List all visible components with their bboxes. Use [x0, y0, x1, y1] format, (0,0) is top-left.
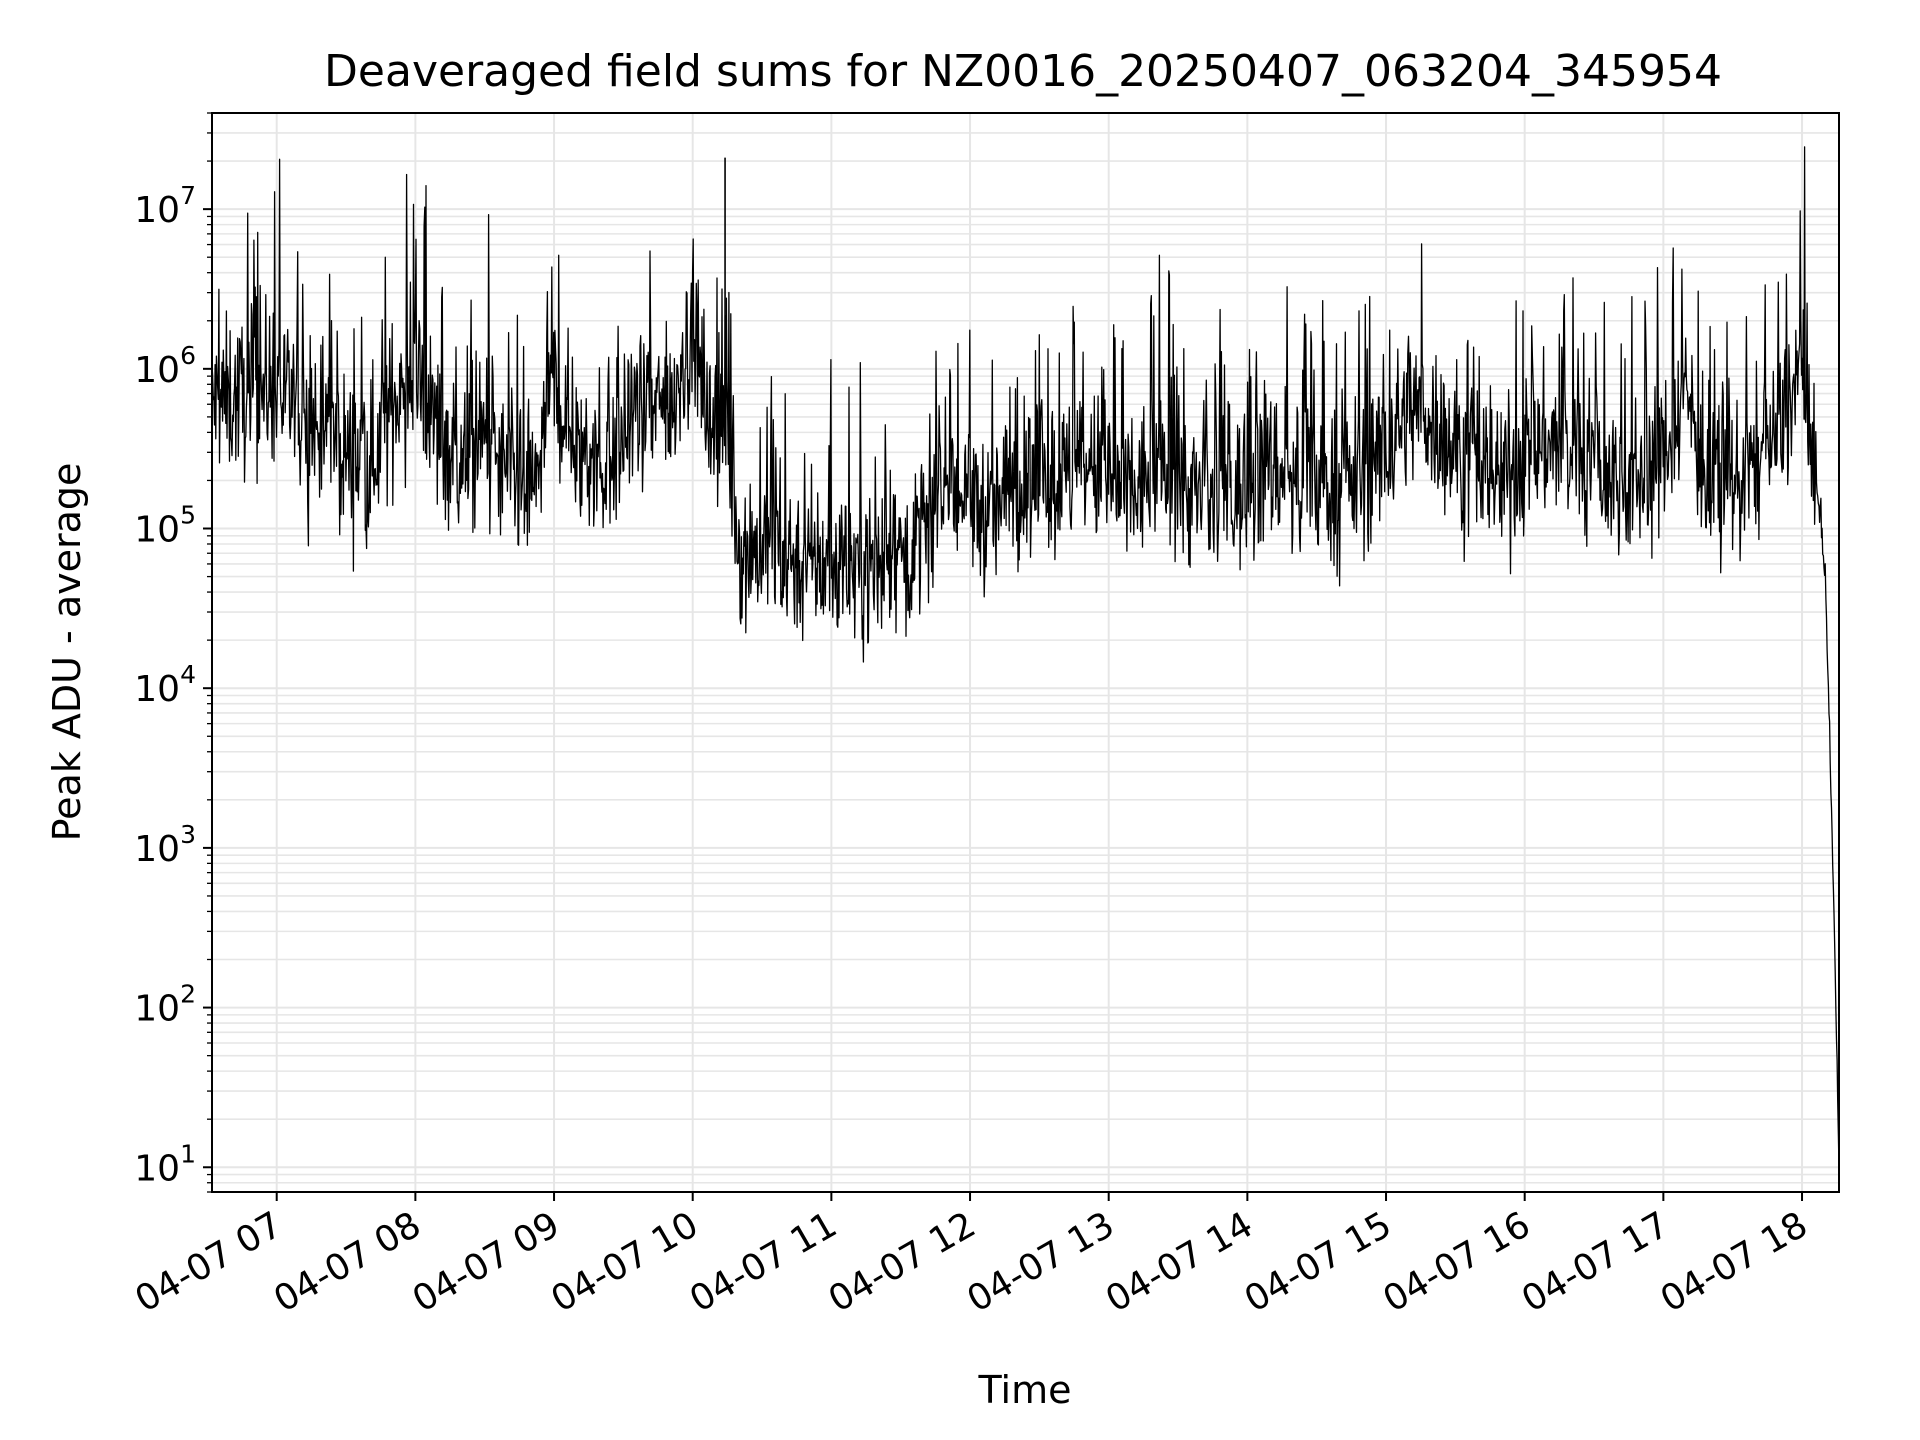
- y-tick-label: 105: [134, 501, 196, 551]
- y-axis-label: Peak ADU - average: [45, 463, 89, 842]
- plot-area: [211, 146, 1840, 1171]
- axes-frame: [211, 112, 1840, 1193]
- chart-title: Deaveraged field sums for NZ0016_2025040…: [324, 46, 1722, 97]
- y-axis: 101 102 103 104 105 106 107: [134, 112, 212, 1193]
- y-tick-label: 104: [134, 660, 196, 710]
- y-tick-label: 102: [134, 980, 196, 1030]
- x-axis-label: Time: [978, 1368, 1072, 1412]
- y-tick-label: 107: [134, 181, 196, 231]
- series-line: [211, 146, 1840, 1171]
- y-tick-label: 101: [134, 1139, 196, 1189]
- y-tick-label: 103: [134, 820, 196, 870]
- grid: [212, 112, 1839, 1193]
- y-tick-label: 106: [134, 341, 196, 391]
